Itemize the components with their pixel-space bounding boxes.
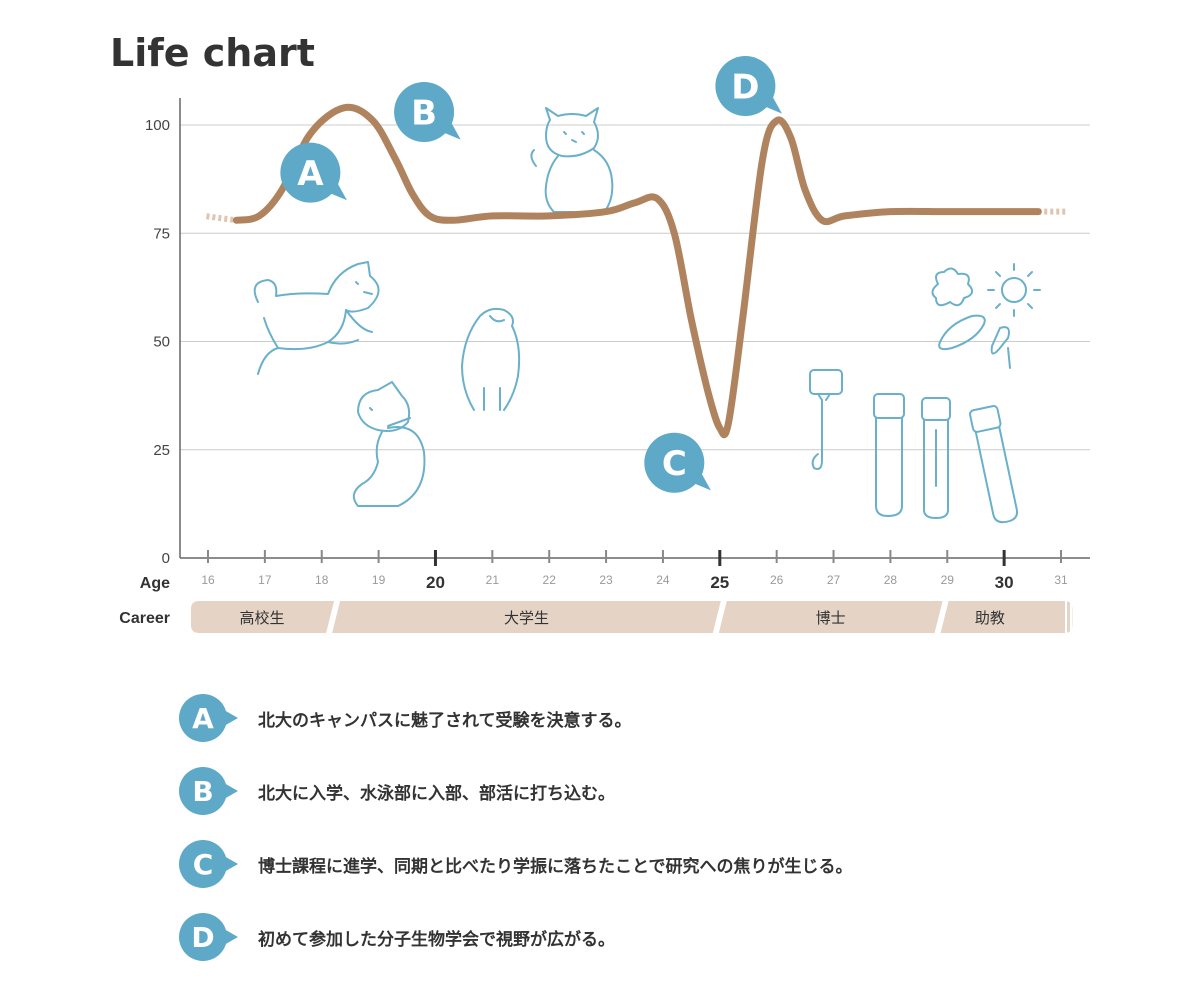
career-segment — [190, 601, 335, 633]
legend-item-d: D 初めて参加した分子生物学会で視野が広がる。 — [176, 907, 1076, 967]
career-segment-label: 博士 — [816, 609, 846, 627]
svg-text:D: D — [731, 67, 759, 107]
career-row-label: Career — [119, 610, 170, 627]
x-tick-label: 25 — [710, 573, 729, 592]
svg-text:A: A — [192, 702, 214, 735]
legend-badge: A — [179, 694, 238, 742]
x-tick-label: 27 — [827, 573, 841, 587]
y-tick-label: 50 — [153, 334, 170, 351]
annotation-bubble-a: A — [280, 142, 347, 203]
svg-text:D: D — [191, 921, 214, 954]
legend-item-b: B 北大に入学、水泳部に入部、部活に打ち込む。 — [176, 761, 1076, 821]
y-tick-label: 0 — [162, 550, 170, 567]
legend-item-a: A 北大のキャンパスに魅了されて受験を決意する。 — [176, 688, 1076, 748]
age-row-label: Age — [140, 575, 170, 592]
swab-illustration — [809, 369, 843, 470]
sitting-dog-side-illustration — [352, 381, 426, 507]
x-tick-label: 21 — [486, 573, 500, 587]
dog-back-illustration — [461, 307, 521, 411]
x-tick-label: 22 — [543, 573, 557, 587]
life-chart: Life chart 0 25 50 75 100 Age 16 17 18 19 20 21 22 23… — [110, 31, 1090, 633]
axes: 0 25 50 75 100 Age 16 17 18 19 20 21 22 23 24 25 26 27 28 2… — [140, 98, 1090, 592]
svg-text:A: A — [297, 154, 324, 194]
y-tick-label: 100 — [145, 117, 170, 134]
annotation-bubble-d: D — [715, 56, 782, 117]
legend-badge: B — [179, 767, 238, 815]
career-segment-label: 大学生 — [504, 609, 549, 627]
legend-badge: D — [179, 913, 238, 961]
illustrations — [253, 107, 1041, 524]
annotation-bubble-b: B — [394, 82, 461, 143]
career-segment-label: 高校生 — [240, 609, 285, 627]
x-tick-label: 28 — [884, 573, 898, 587]
legend-badge: C — [179, 840, 238, 888]
svg-text:C: C — [662, 444, 687, 484]
sitting-dog-illustration — [530, 107, 614, 213]
series-line — [232, 103, 1042, 439]
legend-text: 博士課程に進学、同期と比べたり学振に落ちたことで研究への焦りが生じる。 — [258, 857, 853, 877]
x-tick-label: 23 — [599, 573, 613, 587]
x-tick-label: 29 — [941, 573, 955, 587]
career-segment — [718, 601, 943, 633]
career-segment — [332, 601, 721, 633]
chart-title: Life chart — [110, 31, 315, 75]
running-dog-illustration — [253, 261, 380, 375]
y-tick-label: 25 — [153, 442, 170, 459]
legend-text: 初めて参加した分子生物学会で視野が広がる。 — [258, 930, 615, 950]
x-tick-label: 31 — [1054, 573, 1068, 587]
legend-item-c: C 博士課程に進学、同期と比べたり学振に落ちたことで研究への焦りが生じる。 — [176, 834, 1076, 894]
series-layer — [206, 103, 1069, 439]
legend-text: 北大に入学、水泳部に入部、部活に打ち込む。 — [258, 784, 615, 804]
career-segment — [940, 601, 1073, 633]
x-tick-label: 18 — [315, 573, 329, 587]
x-tick-label: 24 — [656, 573, 670, 587]
x-tick-label: 30 — [995, 573, 1014, 592]
test-tube-illustration — [873, 393, 1019, 524]
y-tick-label: 75 — [153, 225, 170, 242]
annotation-bubble-c: C — [644, 432, 711, 493]
career-row: Career 高校生 大学生 博士 助教 — [119, 601, 1082, 633]
x-tick-label: 26 — [770, 573, 784, 587]
legend-text: 北大のキャンパスに魅了されて受験を決意する。 — [258, 711, 632, 731]
x-tick-label: 20 — [426, 573, 445, 592]
svg-text:B: B — [192, 775, 213, 808]
annotations: A B C D — [280, 56, 782, 493]
x-tick-label: 16 — [201, 573, 215, 587]
grid — [180, 124, 1090, 451]
series-line-lead-in — [206, 213, 237, 224]
x-tick-label: 17 — [258, 573, 272, 587]
x-tick-label: 19 — [372, 573, 386, 587]
career-segment-label: 助教 — [975, 609, 1005, 627]
svg-text:C: C — [193, 848, 214, 881]
annotation-legend: A 北大のキャンパスに魅了されて受験を決意する。 B 北大に入学、水泳部に入部、部活に… — [176, 688, 1076, 978]
svg-text:B: B — [411, 93, 437, 133]
microbe-illustration — [931, 263, 1041, 369]
